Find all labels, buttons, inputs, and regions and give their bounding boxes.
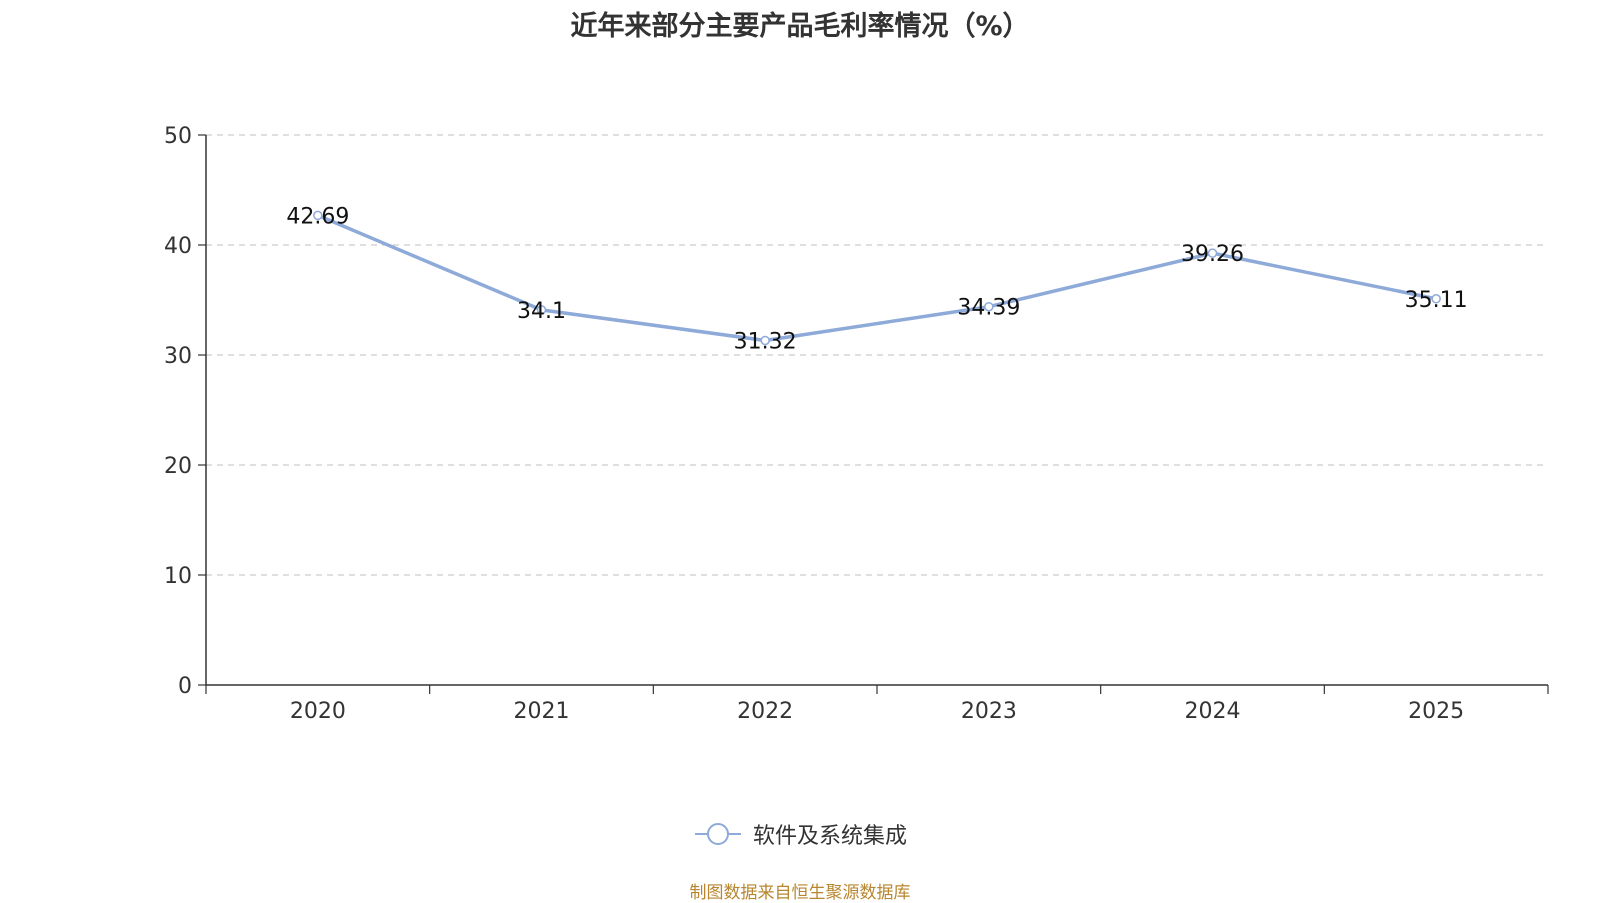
- x-tick-label: 2023: [961, 699, 1017, 724]
- data-point[interactable]: [984, 301, 994, 312]
- data-label: 42.69: [286, 204, 349, 229]
- y-tick-label: 20: [164, 454, 192, 479]
- data-point[interactable]: [1431, 294, 1441, 304]
- data-label: 34.1: [517, 299, 566, 324]
- data-point[interactable]: [313, 210, 323, 221]
- legend-line-marker-icon: [694, 823, 741, 845]
- y-tick-label: 50: [164, 124, 192, 149]
- data-label: 39.26: [1181, 242, 1244, 267]
- chart-title: 近年来部分主要产品毛利率情况（%）: [570, 11, 1030, 42]
- legend[interactable]: 软件及系统集成: [0, 818, 1600, 850]
- data-point[interactable]: [760, 335, 770, 346]
- x-tick-label: 2024: [1185, 699, 1241, 724]
- legend-label: 软件及系统集成: [752, 824, 907, 849]
- y-tick-label: 10: [164, 564, 192, 589]
- y-tick-label: 40: [164, 234, 192, 259]
- data-label: 34.39: [957, 296, 1020, 321]
- x-tick-label: 2025: [1408, 699, 1464, 724]
- data-label: 35.11: [1405, 288, 1468, 313]
- data-labels: 42.69 34.1 31.32 34.39 39.26 35.11: [286, 204, 1467, 354]
- source-note: 制图数据来自恒生聚源数据库: [689, 883, 911, 903]
- grid-lines: [206, 134, 1548, 576]
- data-point[interactable]: [536, 305, 547, 315]
- axes: 0 10 20 30 40 50 2020 2021 2022 2023 2024 2025: [164, 124, 1549, 724]
- x-tick-label: 2022: [737, 699, 793, 724]
- x-tick-label: 2021: [514, 699, 570, 724]
- y-tick-label: 0: [178, 674, 192, 699]
- x-tick-label: 2020: [290, 699, 346, 724]
- y-tick-label: 30: [164, 344, 192, 369]
- series-layer: [313, 210, 1441, 346]
- data-point[interactable]: [1207, 248, 1218, 258]
- data-label: 31.32: [734, 329, 797, 354]
- series-line: [317, 213, 1437, 343]
